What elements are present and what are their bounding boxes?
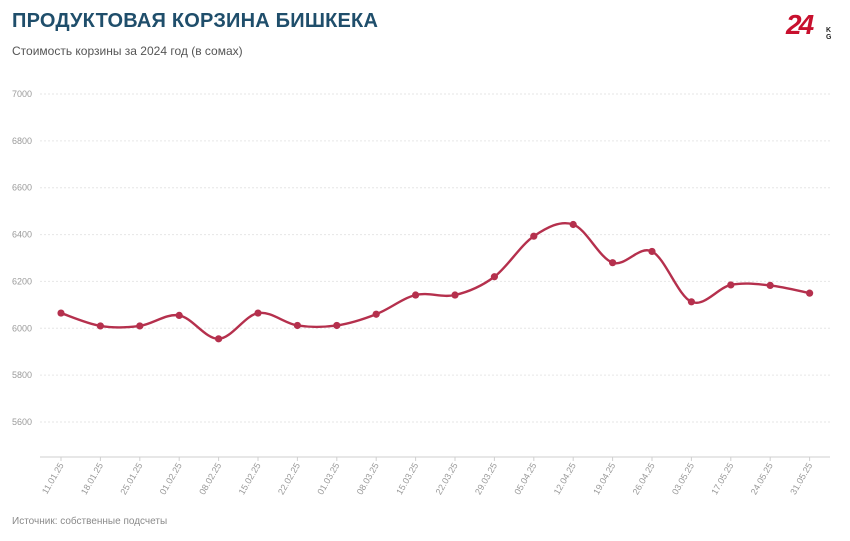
data-point xyxy=(490,273,498,281)
y-tick-label: 6800 xyxy=(12,136,32,146)
data-point xyxy=(609,259,617,267)
x-tick-label: 22.03.25 xyxy=(434,461,460,496)
x-tick-label: 19.04.25 xyxy=(591,461,617,496)
y-tick-label: 6200 xyxy=(12,276,32,286)
data-point xyxy=(451,291,459,299)
data-point xyxy=(254,309,262,317)
x-tick-label: 08.03.25 xyxy=(355,461,381,496)
x-tick-label: 12.04.25 xyxy=(552,461,578,496)
y-tick-label: 5600 xyxy=(12,417,32,427)
y-tick-label: 5800 xyxy=(12,370,32,380)
x-tick-label: 17.05.25 xyxy=(709,461,735,496)
data-point xyxy=(530,232,538,240)
chart-title: ПРОДУКТОВАЯ КОРЗИНА БИШКЕКА xyxy=(12,10,379,32)
data-point xyxy=(96,322,104,330)
x-tick-label: 26.04.25 xyxy=(631,461,657,496)
data-point xyxy=(648,247,656,256)
data-point xyxy=(372,310,380,318)
chart-subtitle: Стоимость корзины за 2024 год (в сомах) xyxy=(12,44,243,58)
x-tick-label: 31.05.25 xyxy=(788,461,814,496)
data-point xyxy=(333,321,341,330)
x-tick-label: 11.01.25 xyxy=(40,461,66,496)
source-note: Источник: собственные подсчеты xyxy=(12,516,168,527)
data-point xyxy=(136,322,144,330)
y-tick-label: 6600 xyxy=(12,183,32,193)
x-tick-label: 24.05.25 xyxy=(749,461,775,496)
data-point xyxy=(687,298,696,306)
x-tick-label: 15.02.25 xyxy=(237,461,263,496)
data-point xyxy=(806,289,814,297)
data-point xyxy=(57,309,65,317)
x-tick-label: 22.02.25 xyxy=(276,461,302,496)
x-tick-label: 15.03.25 xyxy=(394,461,420,496)
x-tick-label: 29.03.25 xyxy=(473,461,499,496)
data-point xyxy=(412,291,420,299)
x-tick-label: 08.02.25 xyxy=(197,461,223,496)
logo-number: 24 xyxy=(786,9,814,40)
y-tick-label: 6400 xyxy=(12,230,32,240)
x-tick-label: 01.02.25 xyxy=(158,461,184,496)
x-tick-label: 05.04.25 xyxy=(512,461,538,496)
logo-suffix: KG xyxy=(826,27,832,41)
data-point xyxy=(175,311,183,319)
data-point xyxy=(569,220,577,229)
y-tick-label: 6000 xyxy=(12,323,32,333)
brand-logo[interactable]: 24 KG xyxy=(786,10,836,44)
x-tick-label: 25.01.25 xyxy=(118,461,144,496)
series-line xyxy=(59,222,811,341)
x-tick-label: 03.05.25 xyxy=(670,461,696,496)
x-tick-label: 01.03.25 xyxy=(315,461,341,496)
x-tick-label: 18.01.25 xyxy=(79,461,105,496)
data-point xyxy=(293,321,301,330)
data-point xyxy=(215,335,223,343)
data-point xyxy=(766,281,774,290)
data-point xyxy=(727,281,735,289)
y-tick-label: 7000 xyxy=(12,89,32,99)
